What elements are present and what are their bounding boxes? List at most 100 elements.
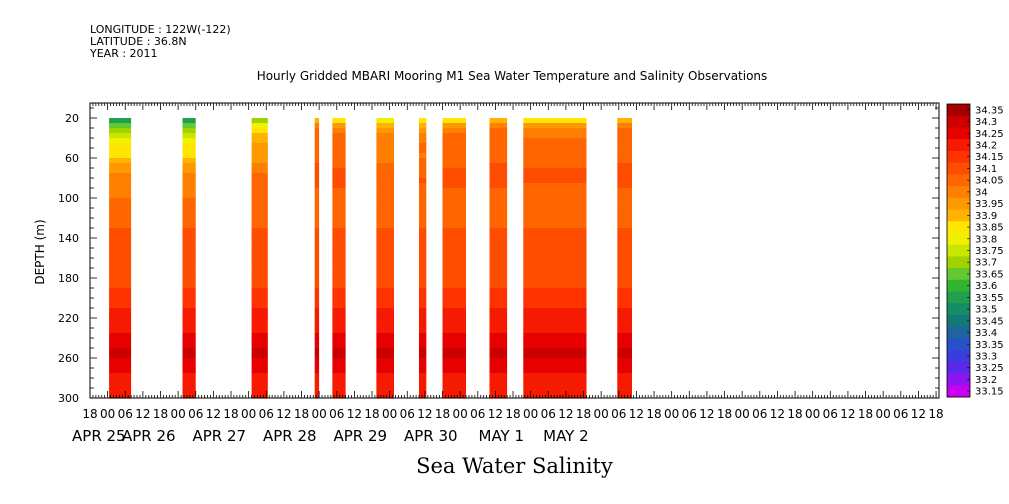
x-tick-label: 00 xyxy=(312,407,327,421)
x-tick-label: 12 xyxy=(417,407,432,421)
salinity-cell xyxy=(617,178,632,184)
salinity-cell xyxy=(182,248,196,254)
salinity-cell xyxy=(182,288,196,294)
salinity-cell xyxy=(523,378,587,384)
colorbar-label: 33.4 xyxy=(975,328,997,339)
salinity-cell xyxy=(251,128,268,134)
salinity-cell xyxy=(251,193,268,199)
salinity-cell xyxy=(314,388,320,394)
salinity-cell xyxy=(251,198,268,204)
salinity-cell xyxy=(182,218,196,224)
salinity-cell xyxy=(251,188,268,194)
x-date-label: MAY 2 xyxy=(543,427,589,445)
salinity-cell xyxy=(314,363,320,369)
salinity-cell xyxy=(523,313,587,319)
salinity-cell xyxy=(332,388,346,394)
salinity-cell xyxy=(442,123,466,129)
salinity-cell xyxy=(419,378,427,384)
salinity-cell xyxy=(376,273,394,279)
salinity-cell xyxy=(523,383,587,389)
salinity-cell xyxy=(332,228,346,234)
salinity-cell xyxy=(523,323,587,329)
salinity-cell xyxy=(376,373,394,379)
salinity-cell xyxy=(314,348,320,354)
salinity-cell xyxy=(332,378,346,384)
salinity-cell xyxy=(617,303,632,309)
salinity-cell xyxy=(314,378,320,384)
salinity-cell xyxy=(251,148,268,154)
salinity-cell xyxy=(489,183,508,189)
salinity-cell xyxy=(109,283,132,289)
salinity-cell xyxy=(251,373,268,379)
salinity-cell xyxy=(376,178,394,184)
salinity-cell xyxy=(332,253,346,259)
salinity-cell xyxy=(109,213,132,219)
x-date-label: MAY 1 xyxy=(479,427,525,445)
salinity-cell xyxy=(251,183,268,189)
salinity-cell xyxy=(314,273,320,279)
salinity-cell xyxy=(109,193,132,199)
salinity-cell xyxy=(442,163,466,169)
y-tick-label: 20 xyxy=(65,112,79,125)
colorbar-label: 33.65 xyxy=(975,269,1004,280)
salinity-cell xyxy=(489,128,508,134)
salinity-cell xyxy=(332,223,346,229)
x-tick-label: 18 xyxy=(364,407,379,421)
salinity-cell xyxy=(182,148,196,154)
x-tick-label: 06 xyxy=(329,407,344,421)
x-tick-label: 06 xyxy=(823,407,838,421)
salinity-cell xyxy=(376,208,394,214)
salinity-cell xyxy=(314,198,320,204)
salinity-cell xyxy=(182,328,196,334)
salinity-cell xyxy=(489,163,508,169)
salinity-cell xyxy=(182,223,196,229)
salinity-cell xyxy=(182,198,196,204)
colorbar-swatch xyxy=(947,150,970,163)
salinity-cell xyxy=(182,323,196,329)
salinity-cell xyxy=(419,128,427,134)
salinity-cell xyxy=(442,188,466,194)
salinity-cell xyxy=(332,193,346,199)
salinity-cell xyxy=(182,173,196,179)
salinity-cell xyxy=(182,368,196,374)
x-tick-label: 12 xyxy=(276,407,291,421)
salinity-cell xyxy=(314,243,320,249)
salinity-cell xyxy=(376,343,394,349)
colorbar-swatch xyxy=(947,350,970,363)
salinity-cell xyxy=(376,363,394,369)
x-tick-label: 12 xyxy=(347,407,362,421)
x-date-label: APR 26 xyxy=(122,427,176,445)
salinity-cell xyxy=(109,248,132,254)
salinity-cell xyxy=(376,338,394,344)
salinity-cell xyxy=(332,373,346,379)
salinity-cell xyxy=(419,368,427,374)
salinity-cell xyxy=(489,343,508,349)
salinity-cell xyxy=(182,143,196,149)
salinity-cell xyxy=(314,323,320,329)
salinity-cell xyxy=(109,128,132,134)
salinity-cell xyxy=(442,168,466,174)
x-date-label: APR 27 xyxy=(192,427,246,445)
salinity-cell xyxy=(489,213,508,219)
salinity-cell xyxy=(182,388,196,394)
salinity-cell xyxy=(489,193,508,199)
salinity-cell xyxy=(617,118,632,124)
x-tick-label: 18 xyxy=(717,407,732,421)
salinity-cell xyxy=(251,228,268,234)
salinity-cell xyxy=(109,233,132,239)
salinity-cell xyxy=(442,328,466,334)
colorbar-label: 34.25 xyxy=(975,129,1004,140)
salinity-cell xyxy=(617,148,632,154)
salinity-cell xyxy=(251,253,268,259)
salinity-cell xyxy=(109,368,132,374)
salinity-cell xyxy=(182,178,196,184)
salinity-cell xyxy=(182,118,196,124)
salinity-cell xyxy=(182,363,196,369)
salinity-cell xyxy=(314,353,320,359)
salinity-cell xyxy=(523,163,587,169)
salinity-cell xyxy=(376,258,394,264)
x-tick-label: 00 xyxy=(170,407,185,421)
salinity-cell xyxy=(617,168,632,174)
colorbar-swatch xyxy=(947,279,970,292)
